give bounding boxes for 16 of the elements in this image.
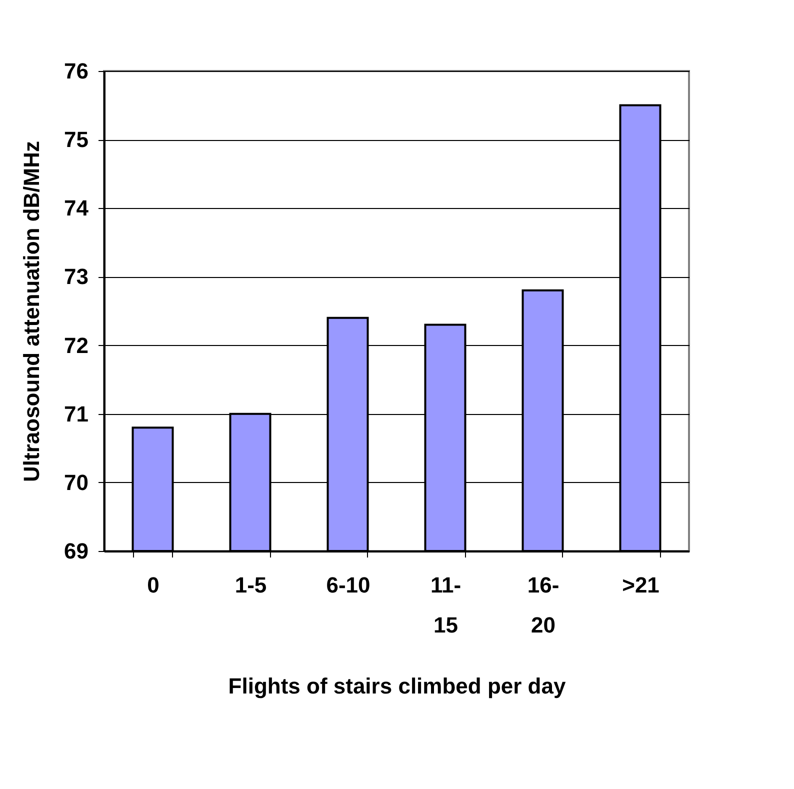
y-tick-label: 73 (64, 264, 88, 290)
y-tick-label: 74 (64, 196, 90, 221)
y-tick-label: 72 (64, 332, 88, 358)
x-tick-label: 1-5 (234, 572, 267, 598)
x-tick-label: >21 (622, 572, 660, 598)
y-tick-label: 69 (64, 538, 88, 564)
y-axis-title: Ultraosound attenuation dB/MHz (19, 141, 44, 482)
x-tick-label: 11-15 (430, 572, 462, 638)
x-axis-title: Flights of stairs climbed per day (228, 674, 566, 698)
y-tick-label: 76 (64, 58, 88, 84)
x-tick-label: 6-10 (326, 572, 370, 598)
y-tick-label: 71 (64, 401, 88, 426)
x-tick-label: 16-20 (527, 572, 560, 638)
y-tick-label: 70 (64, 470, 88, 495)
x-tick-label: 0 (147, 572, 160, 598)
y-tick-label: 75 (64, 127, 88, 152)
